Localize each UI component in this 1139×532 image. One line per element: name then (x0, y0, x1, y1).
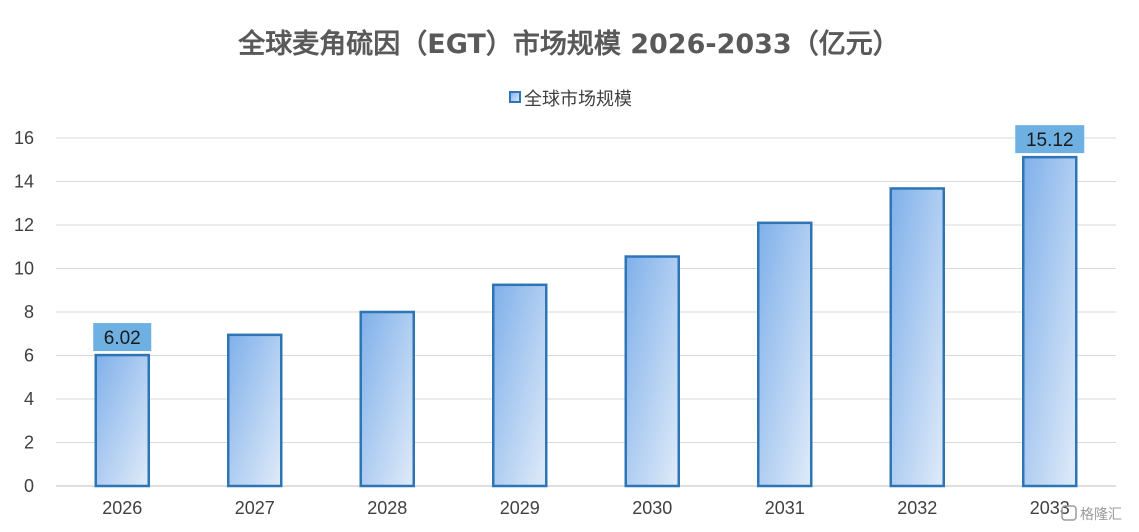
legend-label: 全球市场规模 (524, 89, 632, 110)
x-tick-label: 2032 (897, 498, 937, 518)
y-tick-label: 4 (24, 389, 34, 409)
gridlines (56, 137, 1116, 487)
data-label-2026: 6.02 (93, 323, 152, 352)
bar-2026 (94, 353, 150, 488)
bars (94, 155, 1078, 488)
watermark-logo-icon (1061, 505, 1077, 521)
data-label-text: 6.02 (104, 328, 141, 349)
x-tick-label: 2033 (1030, 498, 1070, 518)
y-axis-tick-labels: 0 2 4 6 8 10 12 14 16 (14, 128, 34, 496)
y-tick-label: 16 (14, 128, 34, 148)
bar-2028 (359, 310, 415, 488)
y-tick-label: 10 (14, 259, 34, 279)
bar-2029 (492, 283, 548, 488)
data-label-2033: 15.12 (1015, 125, 1085, 154)
y-tick-label: 14 (14, 172, 34, 192)
data-labels: 6.02 15.12 (93, 125, 1085, 352)
watermark: 格隆汇 (1061, 505, 1122, 523)
bar-2032 (889, 187, 945, 488)
bar-2033 (1022, 155, 1078, 488)
y-tick-label: 12 (14, 215, 34, 235)
x-axis-tick-labels: 2026 2027 2028 2029 2030 2031 2032 2033 (102, 498, 1070, 518)
y-tick-label: 8 (24, 302, 34, 322)
watermark-text: 格隆汇 (1080, 507, 1122, 523)
chart-title: 全球麦角硫因（EGT）市场规模 2026-2033（亿元） (237, 28, 899, 60)
x-tick-label: 2027 (235, 498, 275, 518)
legend-swatch (509, 91, 521, 103)
y-tick-label: 2 (24, 433, 34, 453)
legend: 全球市场规模 (509, 89, 632, 110)
bar-2030 (624, 255, 680, 488)
x-tick-label: 2030 (632, 498, 672, 518)
data-label-box (1015, 125, 1085, 154)
data-label-box (93, 323, 152, 352)
y-tick-label: 6 (24, 346, 34, 366)
x-tick-label: 2028 (367, 498, 407, 518)
y-tick-label: 0 (24, 476, 34, 496)
bar-2027 (227, 333, 283, 488)
x-tick-label: 2026 (102, 498, 142, 518)
x-tick-label: 2031 (765, 498, 805, 518)
x-tick-label: 2029 (500, 498, 540, 518)
bar-2031 (757, 221, 813, 488)
data-label-text: 15.12 (1026, 130, 1074, 151)
